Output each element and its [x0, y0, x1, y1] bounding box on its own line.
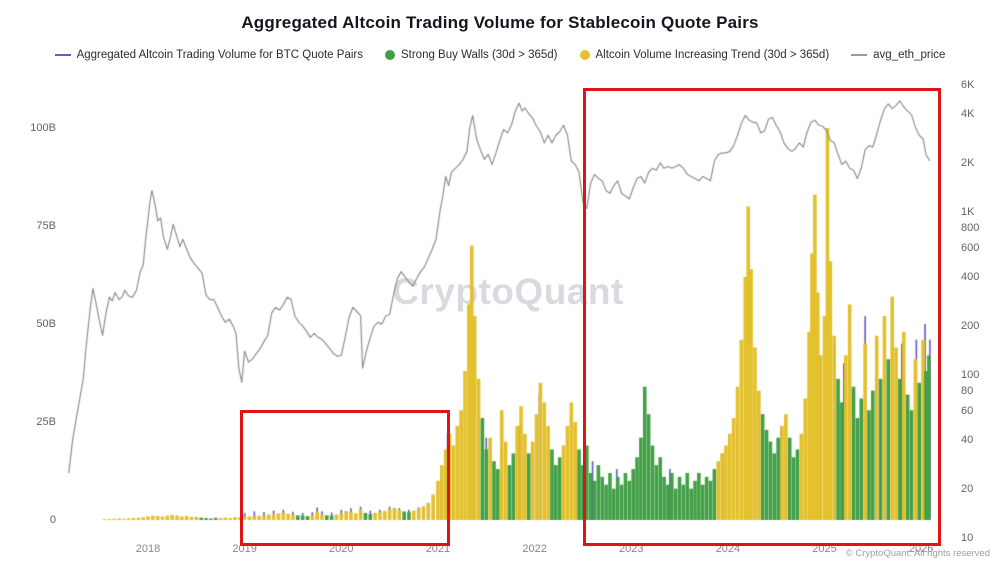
copyright-text: © CryptoQuant. All rights reserved: [845, 548, 990, 559]
